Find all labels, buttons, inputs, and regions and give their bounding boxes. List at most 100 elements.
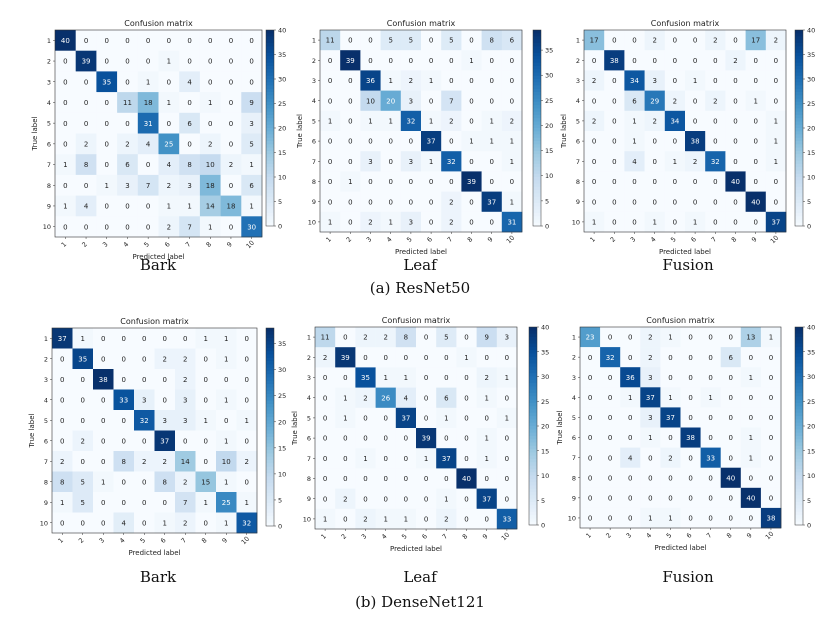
- colorbar-segment: [266, 522, 274, 527]
- cell-value-label: 1: [60, 499, 64, 507]
- cell-value-label: 0: [229, 120, 233, 128]
- colorbar-segment: [533, 118, 541, 122]
- x-tick-label: 2: [77, 536, 86, 545]
- heatmap-cell: [584, 131, 605, 152]
- heatmap-cell: [600, 407, 621, 428]
- colorbar-segment: [533, 72, 541, 77]
- heatmap-cell: [644, 90, 666, 112]
- heatmap-cell: [355, 407, 376, 429]
- colorbar-segment: [266, 351, 274, 355]
- cell-value-label: 0: [449, 57, 453, 65]
- colorbar-segment: [266, 59, 274, 64]
- figure-caption-densenet121: (b) DenseNet121: [355, 593, 485, 611]
- heatmap-cell: [501, 110, 523, 132]
- colorbar-segment: [795, 95, 803, 99]
- colorbar-segment: [795, 108, 803, 113]
- cell-value-label: 1: [652, 219, 656, 227]
- cell-value-label: 1: [245, 499, 249, 507]
- heatmap-cell: [195, 430, 217, 452]
- colorbar-segment: [529, 327, 537, 331]
- x-tick-label: 8: [461, 532, 470, 541]
- heatmap-cell: [624, 131, 645, 152]
- cell-value-label: 0: [469, 219, 473, 227]
- x-tick-label: 1: [584, 531, 593, 540]
- cell-value-label: 0: [713, 77, 717, 85]
- cell-value-label: 8: [122, 458, 126, 466]
- cell-value-label: 1: [167, 203, 171, 211]
- cell-value-label: 0: [204, 437, 208, 445]
- colorbar-segment: [266, 403, 274, 408]
- cell-value-label: 0: [60, 437, 64, 445]
- cell-value-label: 0: [713, 198, 717, 206]
- cell-value-label: 0: [505, 495, 509, 503]
- colorbar-segment: [266, 433, 274, 438]
- heatmap-cell: [117, 216, 139, 238]
- colorbar-segment: [266, 394, 274, 398]
- cell-value-label: 0: [688, 494, 692, 502]
- colorbar-segment: [795, 386, 803, 391]
- cell-value-label: 0: [142, 335, 146, 343]
- cell-value-label: 2: [713, 97, 717, 105]
- colorbar-segment: [533, 98, 541, 103]
- heatmap-cell: [199, 92, 221, 114]
- colorbar-segment: [529, 393, 537, 397]
- heatmap-cell: [154, 471, 176, 493]
- colorbar-segment: [795, 62, 803, 67]
- colorbar-segment: [529, 435, 537, 440]
- cell-value-label: 2: [142, 458, 146, 466]
- heatmap-cell: [158, 50, 180, 72]
- cell-value-label: 1: [245, 417, 249, 425]
- heatmap-cell: [380, 151, 402, 172]
- chart-title: Confusion matrix: [387, 19, 456, 28]
- heatmap-cell: [476, 367, 498, 388]
- heatmap-cell: [481, 30, 503, 51]
- y-tick-label: 3: [47, 78, 51, 86]
- cell-value-label: 0: [424, 516, 428, 524]
- heatmap-cell: [421, 191, 442, 213]
- cell-value-label: 2: [713, 37, 717, 45]
- colorbar-segment: [795, 435, 803, 440]
- cell-value-label: 0: [81, 396, 85, 404]
- cell-value-label: 1: [668, 334, 672, 342]
- heatmap-cell: [441, 211, 462, 233]
- heatmap-cell: [660, 407, 681, 428]
- heatmap-cell: [236, 348, 258, 370]
- cell-value-label: 0: [444, 435, 448, 443]
- cell-value-label: 1: [404, 516, 408, 524]
- colorbar-segment: [529, 472, 537, 476]
- heatmap-cell: [416, 367, 437, 388]
- heatmap-cell: [680, 507, 701, 529]
- heatmap-cell: [137, 133, 159, 155]
- cell-value-label: 3: [183, 417, 187, 425]
- colorbar-segment: [795, 426, 803, 430]
- cell-value-label: 17: [751, 37, 760, 45]
- colorbar-segment: [529, 333, 537, 338]
- colorbar-segment: [795, 150, 803, 155]
- heatmap-cell: [335, 508, 356, 530]
- heatmap-cell: [360, 171, 381, 192]
- heatmap-cell: [660, 367, 681, 388]
- colorbar-segment: [266, 430, 274, 434]
- heatmap-cell: [175, 410, 196, 431]
- colorbar-segment: [533, 199, 541, 204]
- heatmap-cell: [154, 430, 176, 452]
- colorbar-tick-label: 35: [807, 348, 815, 356]
- colorbar-segment: [266, 397, 274, 401]
- heatmap-cell: [624, 171, 645, 192]
- cell-value-label: 0: [122, 355, 126, 363]
- cell-value-label: 0: [729, 394, 733, 402]
- cell-value-label: 0: [673, 138, 677, 146]
- cell-value-label: 1: [343, 394, 347, 402]
- heatmap-cell: [199, 30, 221, 51]
- cell-value-label: 11: [326, 37, 335, 45]
- cell-value-label: 31: [507, 219, 516, 227]
- colorbar-segment: [529, 426, 537, 430]
- cell-value-label: 0: [122, 478, 126, 486]
- colorbar-segment: [533, 49, 541, 54]
- heatmap-cell: [664, 171, 686, 192]
- colorbar-segment: [795, 59, 803, 64]
- colorbar-segment: [266, 39, 274, 44]
- heatmap-cell: [680, 467, 701, 489]
- heatmap-cell: [175, 389, 196, 411]
- cell-value-label: 0: [713, 57, 717, 65]
